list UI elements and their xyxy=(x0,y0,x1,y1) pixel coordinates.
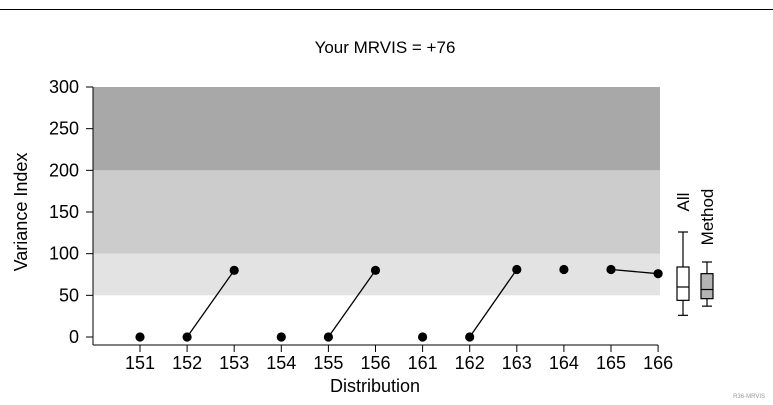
lines-layer xyxy=(186,268,659,338)
point-162 xyxy=(465,332,475,342)
y-tick-label-300: 300 xyxy=(49,77,79,97)
box xyxy=(700,273,714,300)
x-tick-label-165: 165 xyxy=(596,353,626,373)
x-tick-label-153: 153 xyxy=(219,353,249,373)
x-tick-label-154: 154 xyxy=(266,353,296,373)
x-tick-label-155: 155 xyxy=(313,353,343,373)
x-axis-label: Distribution xyxy=(330,376,420,396)
boxplot-layer xyxy=(676,231,714,316)
point-155 xyxy=(323,332,333,342)
point-163 xyxy=(512,264,522,275)
point-153 xyxy=(229,265,239,275)
box-label-all: All xyxy=(674,193,693,212)
point-151 xyxy=(135,332,145,342)
x-tick-label-163: 163 xyxy=(502,353,532,373)
point-164 xyxy=(559,264,569,275)
y-tick-label-50: 50 xyxy=(59,285,79,305)
footnote: R36-MRVIS xyxy=(733,394,765,400)
top-rule xyxy=(0,9,773,10)
band-1 xyxy=(93,170,660,254)
y-tick-label-200: 200 xyxy=(49,160,79,180)
x-tick-label-156: 156 xyxy=(360,353,390,373)
axes-layer: 0 50 100 150 200 250 300 151 152 153 154 155 156 161 1… xyxy=(49,77,673,373)
point-166 xyxy=(653,269,663,279)
x-tick-label-164: 164 xyxy=(549,353,579,373)
x-tick-label-151: 151 xyxy=(125,353,155,373)
band-2 xyxy=(93,87,660,171)
box xyxy=(676,266,690,301)
point-154 xyxy=(276,332,286,342)
point-165 xyxy=(606,264,616,275)
boxplot-all xyxy=(676,231,690,316)
y-tick-label-100: 100 xyxy=(49,244,79,264)
y-tick-label-150: 150 xyxy=(49,202,79,222)
y-tick-label-250: 250 xyxy=(49,119,79,139)
x-tick-label-166: 166 xyxy=(643,353,673,373)
y-tick-label-0: 0 xyxy=(69,327,79,347)
segment-1 xyxy=(327,269,377,338)
point-152 xyxy=(182,332,192,342)
boxplot-method xyxy=(700,261,714,307)
y-axis-label: Variance Index xyxy=(11,153,31,272)
segment-3 xyxy=(610,268,659,275)
x-tick-label-152: 152 xyxy=(172,353,202,373)
box-label-method: Method xyxy=(698,189,717,246)
x-tick-label-161: 161 xyxy=(408,353,438,373)
segment-0 xyxy=(186,269,235,338)
point-161 xyxy=(418,332,428,342)
points-layer xyxy=(135,264,663,342)
chart-title: Your MRVIS = +76 xyxy=(315,38,456,57)
x-tick-label-162: 162 xyxy=(455,353,485,373)
segment-2 xyxy=(469,269,518,338)
bands-layer xyxy=(93,87,660,296)
point-156 xyxy=(370,265,381,275)
